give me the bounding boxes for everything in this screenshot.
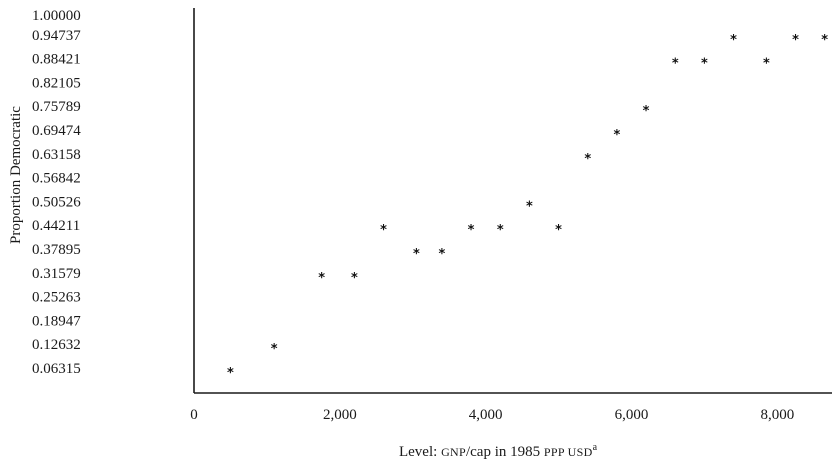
y-tick-label: 0.56842 (32, 171, 81, 187)
y-tick-label: 0.31579 (32, 266, 81, 282)
data-point: * (468, 223, 475, 238)
x-axis-title-superscript: a (593, 442, 598, 453)
data-point: * (439, 247, 446, 262)
x-tick-label: 8,000 (760, 407, 794, 423)
x-axis-title-ppp: PPP USD (544, 445, 593, 459)
y-tick-label: 0.50526 (32, 194, 81, 210)
y-axis-tick-labels: 1.00000 0.94737 0.88421 0.82105 0.75789 0.694… (32, 8, 81, 377)
data-point: * (584, 152, 591, 167)
y-tick-label: 0.63158 (32, 147, 81, 163)
y-tick-label: 0.94737 (32, 28, 81, 44)
data-point: * (643, 104, 650, 119)
data-point: * (318, 271, 325, 286)
x-tick-label: 6,000 (615, 407, 649, 423)
y-tick-label: 0.06315 (32, 361, 81, 377)
y-axis-title: Proportion Democratic (8, 106, 24, 244)
data-point: * (701, 57, 708, 72)
x-axis-title: Level: GNP/cap in 1985 PPP USDa (399, 442, 598, 460)
data-point: * (730, 33, 737, 48)
x-axis-title-prefix: Level: (399, 444, 441, 460)
data-point: * (555, 223, 562, 238)
y-tick-label: 0.82105 (32, 75, 81, 91)
data-point: * (351, 271, 358, 286)
y-tick-label: 0.25263 (32, 290, 81, 306)
y-tick-label: 1.00000 (32, 8, 81, 24)
data-point: * (792, 33, 799, 48)
data-point: * (271, 342, 278, 357)
data-point: * (413, 247, 420, 262)
y-tick-label: 0.88421 (32, 52, 81, 68)
y-tick-label: 0.37895 (32, 242, 81, 258)
x-tick-label: 0 (190, 407, 198, 423)
x-tick-label: 4,000 (469, 407, 503, 423)
data-point: * (821, 33, 828, 48)
y-tick-label: 0.75789 (32, 99, 81, 115)
data-point: * (497, 223, 504, 238)
x-axis-title-mid: /cap in 1985 (466, 444, 544, 460)
data-points: * * * * * * * * * * * * * * * * * * * * (227, 33, 828, 381)
data-point: * (526, 199, 533, 214)
y-tick-label: 0.69474 (32, 123, 81, 139)
data-point: * (613, 128, 620, 143)
data-point: * (380, 223, 387, 238)
data-point: * (672, 57, 679, 72)
x-axis-title-gnp: GNP (441, 445, 466, 459)
data-point: * (763, 57, 770, 72)
y-tick-label: 0.12632 (32, 337, 81, 353)
y-tick-label: 0.44211 (32, 218, 80, 234)
data-point: * (227, 366, 234, 381)
y-tick-label: 0.18947 (32, 313, 81, 329)
x-tick-label: 2,000 (323, 407, 357, 423)
x-axis-tick-labels: 0 2,000 4,000 6,000 8,000 (190, 407, 794, 423)
